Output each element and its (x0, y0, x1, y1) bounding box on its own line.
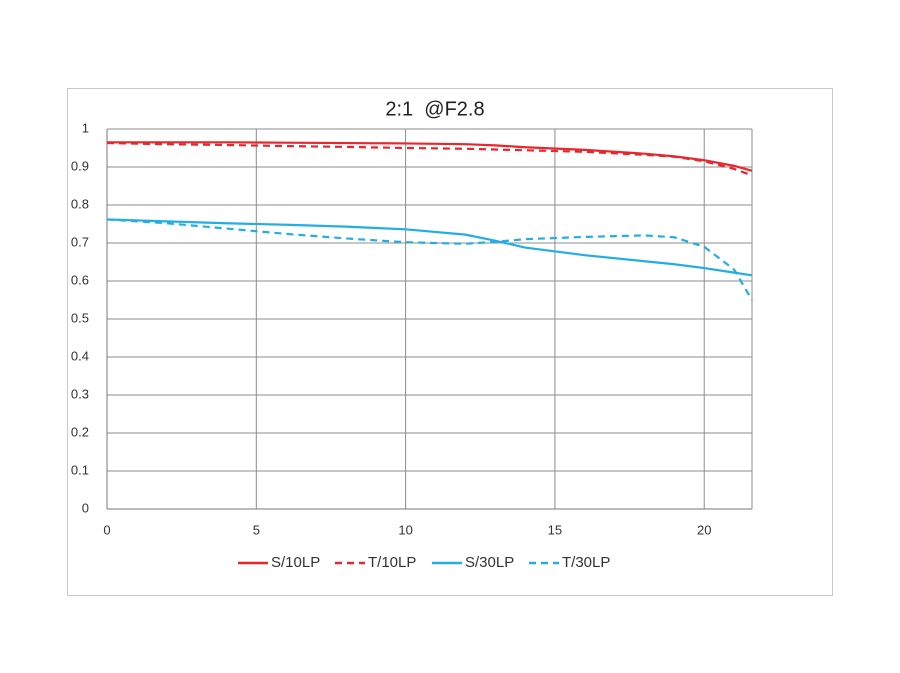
y-tick-label: 0.9 (71, 158, 89, 173)
y-tick-label: 0.7 (71, 234, 89, 249)
x-tick-label: 0 (103, 522, 110, 537)
legend-label: S/30LP (465, 554, 514, 571)
x-tick-label: 10 (398, 522, 412, 537)
chart-frame (67, 88, 833, 596)
x-tick-label: 5 (253, 522, 260, 537)
y-tick-label: 0 (82, 500, 89, 515)
y-tick-label: 0.8 (71, 196, 89, 211)
legend-label: T/10LP (368, 554, 416, 571)
y-tick-label: 1 (82, 120, 89, 135)
y-tick-label: 0.4 (71, 348, 89, 363)
y-tick-label: 0.5 (71, 310, 89, 325)
y-tick-label: 0.2 (71, 424, 89, 439)
x-tick-label: 20 (697, 522, 711, 537)
series-line (106, 218, 753, 277)
y-tick-label: 0.6 (71, 272, 89, 287)
x-tick-label: 15 (548, 522, 562, 537)
y-tick-label: 0.1 (71, 462, 89, 477)
series-line (107, 141, 753, 172)
series-line (106, 218, 753, 301)
legend-label: T/30LP (562, 554, 610, 571)
chart-title: 2:1 @F2.8 (385, 98, 484, 120)
y-tick-label: 0.3 (71, 386, 89, 401)
legend-label: S/10LP (271, 554, 320, 571)
series-line (106, 141, 753, 177)
